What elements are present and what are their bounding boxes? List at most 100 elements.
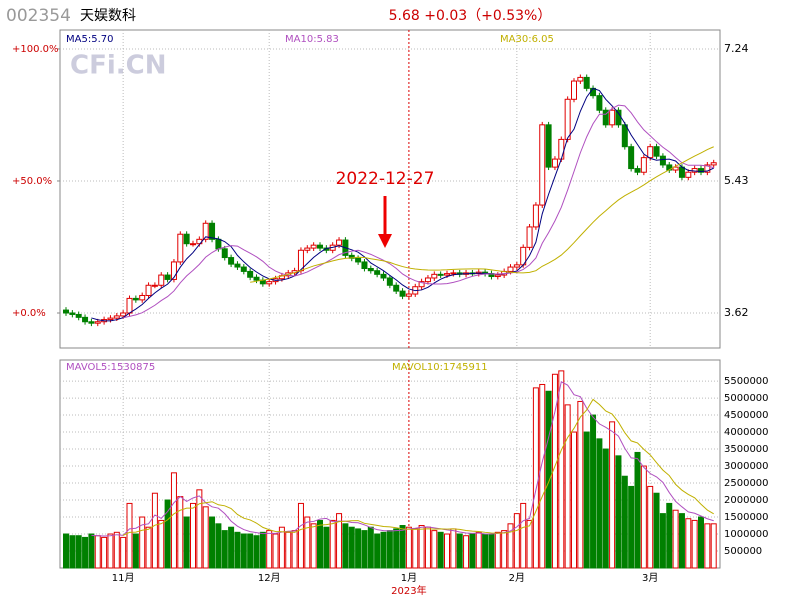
x-tick-label: 11月 [112,572,135,584]
candle-body [405,293,412,297]
volume-bar [685,518,692,569]
volume-tick-label: 3500000 [724,444,769,455]
volume-bar [221,530,228,569]
volume-bar [640,465,647,569]
x-tick-label: 2月 [509,572,525,584]
candle-body [183,233,190,245]
volume-tick-label: 1500000 [724,512,769,523]
volume-bar [475,531,482,569]
candle-body [698,168,704,173]
volume-bar [615,455,622,569]
volume-bar [469,533,476,569]
volume-bar [431,530,438,569]
volume-bar [228,526,235,569]
candle-body [240,266,247,272]
volume-bar [113,531,120,569]
volume-bar [418,525,425,569]
candle-body [704,164,711,173]
candle-body [158,274,165,286]
candle-body [602,109,609,126]
candle-body [424,277,431,283]
candle-body [374,270,381,275]
volume-bar [551,373,558,569]
candle-body [399,290,406,297]
volume-bar [132,533,139,569]
volume-bar [405,526,412,569]
volume-bar [520,502,527,569]
y2-tick-label: +50.0% [12,176,52,187]
volume-tick-label: 500000 [724,546,762,557]
volume-bar [494,531,501,569]
volume-bar [424,526,431,569]
candle-body [596,95,603,111]
volume-bar [209,516,216,569]
candle-body [507,266,514,272]
volume-bar [412,528,419,569]
volume-bar [317,519,323,569]
indicator-label: MA30:6.05 [500,34,554,45]
volume-bar [710,523,717,569]
volume-bar [367,526,374,569]
volume-bar [374,533,381,569]
volume-tick-label: 2000000 [724,495,769,506]
volume-bar [215,523,222,569]
volume-bar [329,519,336,569]
candle-body [526,226,533,248]
volume-bar [513,513,520,569]
volume-bar [698,516,704,569]
x-tick-label: 3月 [642,572,658,584]
candle-body [336,239,343,246]
candle-body [317,244,323,249]
candle-body [75,313,82,318]
volume-bar [380,531,387,569]
volume-bar [63,533,69,569]
volume-bar [437,531,444,569]
candle-body [202,222,209,240]
mavol-line [122,398,714,536]
ma-line [250,146,714,283]
ma-line [91,87,714,322]
volume-bar [139,516,146,569]
volume-indicator-label: MAVOL5:1530875 [66,362,155,373]
volume-bar [558,370,565,569]
volume-bar [170,472,177,569]
candle-body [609,109,616,126]
volume-bar [247,533,254,569]
volume-tick-label: 5000000 [724,393,769,404]
volume-bar [672,509,679,569]
volume-bar [297,502,304,569]
y2-tick-label: +0.0% [12,308,46,319]
volume-tick-label: 1000000 [724,529,769,540]
volume-bar [399,525,406,569]
candle-body [577,76,584,82]
volume-bar [278,526,285,569]
candle-body [170,261,177,280]
y-tick-label: 5.43 [724,174,749,187]
volume-bar [602,448,609,569]
candle-body [88,321,95,324]
volume-bar [577,400,584,569]
indicator-label: MA10:5.83 [285,34,339,45]
candle-body [659,155,666,166]
candle-body [145,284,152,296]
volume-bar [704,523,711,569]
candle-body [583,76,590,89]
candle-body [532,204,539,228]
volume-bar [482,533,489,569]
candle-body [266,281,273,285]
candle-body [361,261,368,270]
candle-body [450,272,457,275]
volume-tick-label: 4000000 [724,427,769,438]
volume-bar [158,519,165,569]
candle-body [571,80,577,100]
volume-bar [596,438,603,569]
candle-body [494,274,501,278]
volume-bar [177,496,184,569]
candle-body [418,281,425,288]
candle-body [63,309,69,314]
volume-bar [94,535,101,569]
volume-tick-label: 4500000 [724,410,769,421]
candle-body [685,171,692,178]
volume-bar [532,387,539,569]
